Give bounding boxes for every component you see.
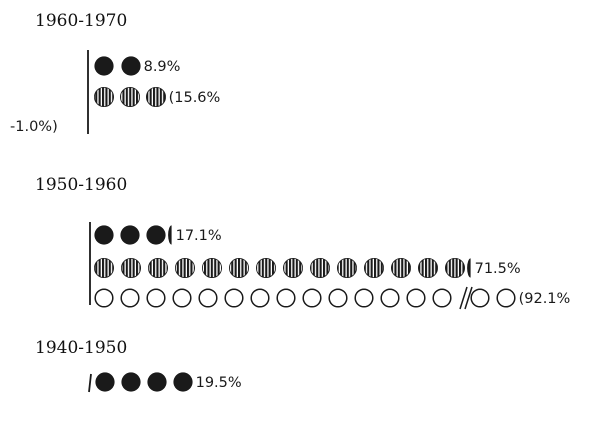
outline-icon — [328, 288, 348, 308]
solid-icon — [147, 372, 167, 392]
partial-icon — [467, 258, 471, 278]
outline-icon — [380, 288, 400, 308]
striped-icon — [120, 87, 141, 108]
row-striped-1950-1960: 71.5% — [94, 257, 521, 278]
outline-icon — [224, 288, 244, 308]
solid-icon — [146, 225, 166, 245]
striped-icon — [255, 257, 276, 278]
outline-icon — [354, 288, 374, 308]
outline-icon — [276, 288, 296, 308]
solid-icon — [121, 372, 141, 392]
outline-icon — [146, 288, 166, 308]
striped-icon — [94, 257, 115, 278]
value-label: 71.5% — [475, 261, 521, 277]
negative-value-label-1960-1970: -1.0%) — [10, 119, 58, 135]
axis-break-mark — [464, 286, 473, 310]
striped-icon — [94, 87, 115, 108]
value-label: 8.9% — [144, 59, 181, 75]
row-striped-1960-1970: (15.6% — [94, 87, 221, 108]
axis-break-mark — [459, 286, 468, 310]
solid-icon — [120, 225, 140, 245]
striped-icon — [174, 257, 195, 278]
striped-icon — [228, 257, 249, 278]
striped-icon — [363, 257, 384, 278]
striped-icon — [121, 257, 142, 278]
solid-icon — [94, 56, 114, 76]
row-outline-1950-1960: (92.1% — [94, 286, 571, 310]
row-solid-1950-1960: 17.1% — [94, 225, 222, 245]
striped-icon — [336, 257, 357, 278]
partial-icon — [168, 225, 172, 245]
outline-icon — [470, 288, 490, 308]
outline-icon — [250, 288, 270, 308]
value-label: 17.1% — [176, 228, 222, 244]
outline-icon — [198, 288, 218, 308]
outline-icon — [302, 288, 322, 308]
row-solid-1940-1950: 19.5% — [95, 372, 242, 392]
period-label-1960-1970: 1960-1970 — [35, 11, 127, 31]
value-label: 19.5% — [196, 375, 242, 391]
solid-icon — [95, 372, 115, 392]
baseline-1940-1950 — [88, 373, 92, 393]
striped-icon — [417, 257, 438, 278]
striped-icon — [390, 257, 411, 278]
striped-icon — [147, 257, 168, 278]
row-solid-1960-1970: 8.9% — [94, 56, 181, 76]
striped-icon — [444, 257, 465, 278]
solid-icon — [173, 372, 193, 392]
outline-icon — [94, 288, 114, 308]
value-label: (15.6% — [169, 90, 221, 106]
outline-icon — [496, 288, 516, 308]
striped-icon — [309, 257, 330, 278]
solid-icon — [121, 56, 141, 76]
striped-icon — [282, 257, 303, 278]
solid-icon — [94, 225, 114, 245]
outline-icon — [120, 288, 140, 308]
period-label-1950-1960: 1950-1960 — [35, 175, 127, 195]
striped-icon — [145, 87, 166, 108]
striped-icon — [201, 257, 222, 278]
value-label: (92.1% — [519, 291, 571, 307]
period-label-1940-1950: 1940-1950 — [35, 338, 127, 358]
outline-icon — [172, 288, 192, 308]
outline-icon — [432, 288, 452, 308]
outline-icon — [406, 288, 426, 308]
